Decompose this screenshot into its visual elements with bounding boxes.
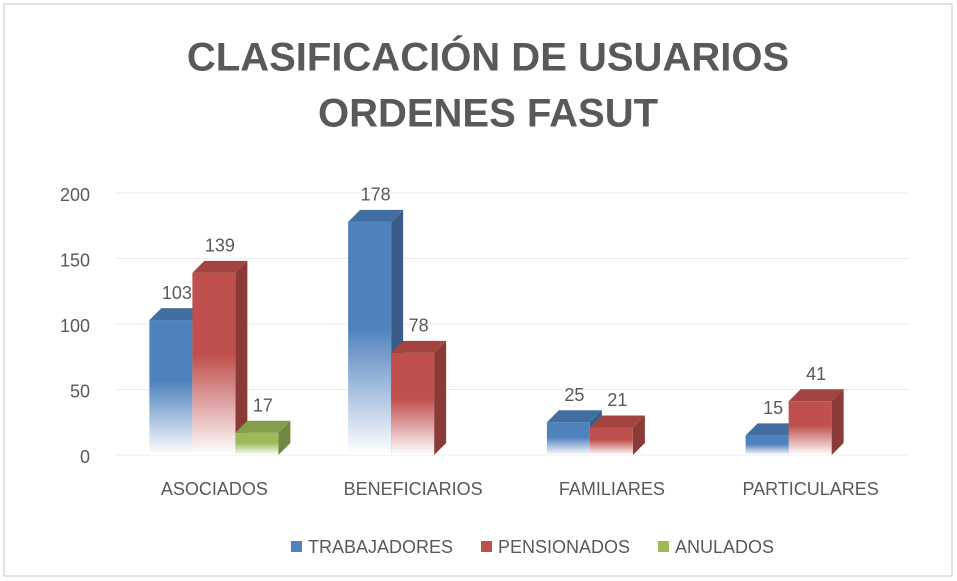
- legend-label: TRABAJADORES: [308, 537, 453, 557]
- bar-top: [192, 260, 248, 273]
- bar-front: [192, 272, 236, 455]
- data-label: 178: [361, 185, 391, 205]
- x-tick-label: FAMILIARES: [559, 479, 665, 499]
- bar: [391, 340, 447, 455]
- bar-front: [546, 422, 590, 455]
- bar-side: [235, 260, 248, 455]
- bar-top: [589, 415, 645, 428]
- bar-side: [278, 420, 291, 455]
- bar-top: [745, 423, 801, 436]
- bar: [192, 260, 248, 455]
- chart-title: CLASIFICACIÓN DE USUARIOS: [187, 34, 789, 80]
- bar-front: [348, 221, 392, 455]
- bar: [788, 389, 844, 455]
- x-tick-label: BENEFICIARIOS: [344, 479, 483, 499]
- legend-swatch: [480, 541, 492, 552]
- bar-front: [589, 427, 633, 455]
- bar-side: [831, 389, 844, 455]
- data-label: 15: [763, 398, 783, 418]
- chart-border: [3, 3, 953, 577]
- bar-front: [149, 320, 193, 455]
- data-label: 41: [806, 364, 826, 384]
- x-tick-label: PARTICULARES: [742, 479, 878, 499]
- data-label: 78: [409, 316, 429, 336]
- data-label: 139: [205, 236, 235, 256]
- legend-swatch: [290, 541, 302, 552]
- data-label: 103: [162, 283, 192, 303]
- bar-top: [235, 420, 291, 433]
- bar-side: [632, 415, 645, 455]
- y-tick-label: 100: [60, 316, 90, 336]
- legend-label: ANULADOS: [675, 537, 774, 557]
- legend: TRABAJADORES PENSIONADOS ANULADOS: [290, 537, 774, 557]
- bar-front: [235, 432, 279, 455]
- bar-side: [434, 340, 447, 455]
- y-tick-label: 200: [60, 185, 90, 205]
- y-tick-label: 0: [80, 447, 90, 467]
- legend-label: PENSIONADOS: [498, 537, 630, 557]
- bar: [589, 415, 645, 455]
- bar-front: [391, 352, 435, 455]
- bar-front: [745, 435, 789, 455]
- bar-top: [149, 308, 205, 321]
- legend-swatch: [658, 541, 670, 552]
- y-tick-label: 150: [60, 250, 90, 270]
- bar-top: [546, 410, 602, 423]
- bar-front: [788, 401, 832, 455]
- x-tick-label: ASOCIADOS: [161, 479, 268, 499]
- bar-top: [391, 340, 447, 353]
- chart-title: ORDENES FASUT: [318, 92, 658, 136]
- y-tick-label: 50: [70, 381, 90, 401]
- bar: [235, 420, 291, 455]
- data-label: 21: [607, 390, 627, 410]
- bar-top: [788, 389, 844, 402]
- bar-top: [348, 209, 404, 222]
- data-label: 17: [253, 395, 273, 415]
- data-label: 25: [564, 385, 584, 405]
